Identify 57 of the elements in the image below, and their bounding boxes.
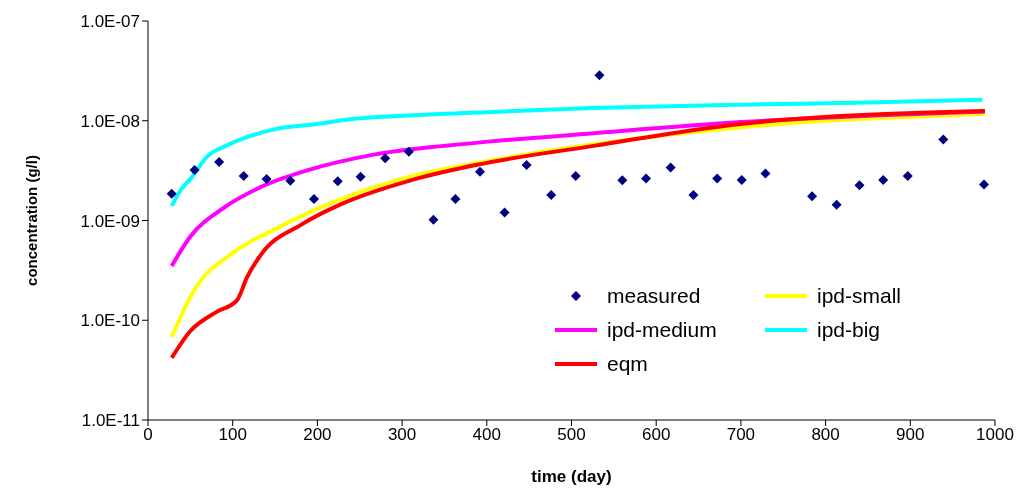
point <box>403 146 414 157</box>
point <box>166 188 177 199</box>
point <box>594 70 605 81</box>
point <box>475 166 486 177</box>
point <box>854 180 865 191</box>
point <box>214 157 225 168</box>
legend-label: ipd-medium <box>607 318 717 342</box>
x-tick-label: 900 <box>896 425 925 445</box>
legend-label: ipd-big <box>817 318 881 342</box>
point <box>878 174 889 185</box>
y-axis-title: concentration (g/l) <box>23 155 41 286</box>
x-tick-label: 400 <box>472 425 501 445</box>
x-tick-label: 600 <box>642 425 671 445</box>
point <box>760 168 771 179</box>
point <box>736 174 747 185</box>
point <box>807 191 818 202</box>
x-tick-label: 0 <box>143 425 153 445</box>
x-tick-label: 1000 <box>976 425 1014 445</box>
point <box>831 199 842 210</box>
point <box>309 194 320 205</box>
point <box>688 190 699 201</box>
point <box>380 153 391 164</box>
point <box>521 160 532 171</box>
x-tick-label: 100 <box>218 425 247 445</box>
legend-label: eqm <box>607 352 648 376</box>
y-tick-label: 1.0E-10 <box>80 311 140 331</box>
y-tick-label: 1.0E-09 <box>80 211 140 231</box>
point <box>938 134 949 145</box>
point <box>712 173 723 184</box>
legend-label: measured <box>607 284 701 308</box>
point <box>261 174 272 185</box>
point <box>617 175 628 186</box>
point <box>332 176 343 187</box>
point <box>285 175 296 186</box>
y-tick-label: 1.0E-07 <box>80 12 140 32</box>
point <box>902 170 913 181</box>
x-tick-label: 500 <box>557 425 586 445</box>
point <box>428 214 439 225</box>
x-tick-label: 700 <box>726 425 756 445</box>
point <box>450 194 461 205</box>
point <box>978 179 989 190</box>
point <box>665 162 676 173</box>
point <box>499 207 510 218</box>
x-tick-label: 300 <box>387 425 417 445</box>
legend-label: ipd-small <box>817 284 902 308</box>
point <box>546 190 557 201</box>
y-tick-label: 1.0E-08 <box>80 111 140 131</box>
point <box>641 173 652 184</box>
point <box>355 171 366 182</box>
x-tick-label: 200 <box>303 425 332 445</box>
x-tick-label: 800 <box>811 425 840 445</box>
point <box>238 170 249 181</box>
x-axis-title: time (day) <box>531 467 612 486</box>
point <box>189 165 200 176</box>
y-tick-label: 1.0E-11 <box>81 411 140 431</box>
line-series <box>169 97 985 208</box>
point <box>570 170 581 181</box>
